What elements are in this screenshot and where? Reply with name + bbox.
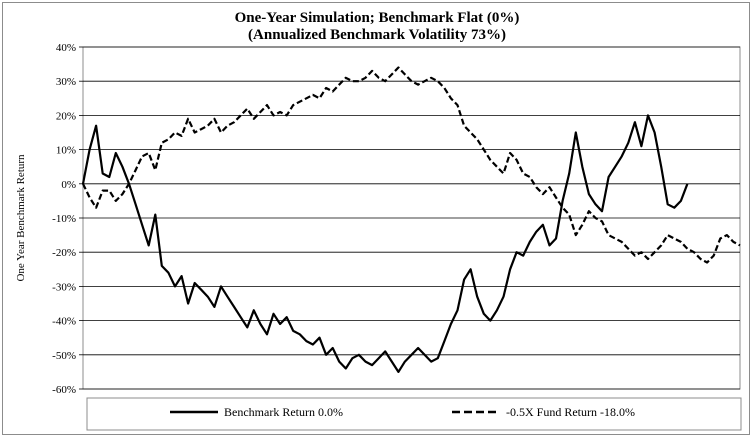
series-line-benchmark — [81, 114, 689, 373]
y-tick-label: -40% — [52, 316, 76, 328]
chart-title: One-Year Simulation; Benchmark Flat (0%) — [235, 10, 520, 26]
y-tick-labels: 40% 30% 20% 10% 0% -10% -20% -30% -40% -50% -60% — [52, 42, 76, 396]
gridlines — [79, 46, 740, 390]
y-axis-label: One Year Benchmark Return — [15, 154, 27, 282]
series-line-fund — [82, 66, 741, 264]
y-tick-label: -30% — [52, 281, 76, 293]
y-tick-label: 30% — [56, 76, 76, 88]
y-tick-label: -10% — [52, 213, 76, 225]
legend-box — [86, 397, 742, 431]
chart-subtitle: (Annualized Benchmark Volatility 73%) — [248, 27, 506, 43]
y-tick-label: -60% — [52, 384, 76, 396]
legend-label-benchmark: Benchmark Return 0.0% — [224, 405, 343, 419]
legend-label-fund: -0.5X Fund Return -18.0% — [506, 405, 635, 419]
y-tick-label: -50% — [52, 350, 76, 362]
series-lines — [81, 66, 741, 373]
y-tick-label: 40% — [56, 42, 76, 54]
y-tick-label: -20% — [52, 247, 76, 259]
y-tick-label: 0% — [61, 179, 76, 191]
chart-frame — [2, 2, 750, 435]
y-tick-label: 20% — [56, 110, 76, 122]
y-tick-label: 10% — [56, 145, 76, 157]
